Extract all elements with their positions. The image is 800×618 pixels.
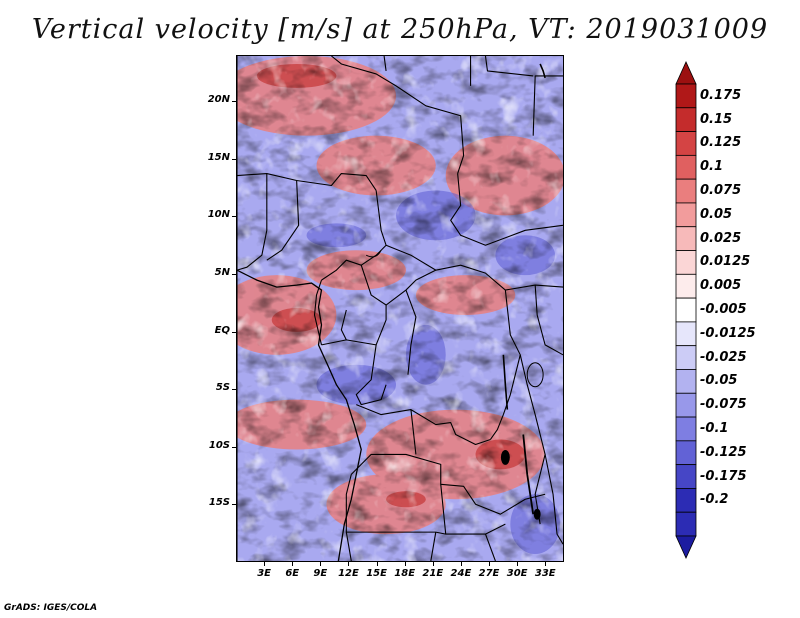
noise-texture-white xyxy=(237,56,563,561)
lon-label: 12E xyxy=(338,568,359,579)
colorbar-box xyxy=(675,107,697,132)
velocity-field xyxy=(237,56,563,561)
lat-tick xyxy=(232,101,236,103)
lat-label: 10N xyxy=(207,209,230,221)
colorbar-label: -0.025 xyxy=(700,349,747,365)
lat-label: 20N xyxy=(207,94,230,106)
country-borders xyxy=(237,56,563,561)
colorbar-label: 0.05 xyxy=(700,206,733,222)
lat-tick xyxy=(232,273,236,275)
lon-tick xyxy=(432,562,434,566)
lat-label: 5S xyxy=(215,382,230,394)
lon-label: 6E xyxy=(285,568,300,579)
lon-tick xyxy=(404,562,406,566)
coastline xyxy=(237,269,362,561)
lat-label: 15S xyxy=(208,497,230,509)
colorbar-box xyxy=(675,369,697,394)
lat-tick xyxy=(232,389,236,391)
lon-tick xyxy=(376,562,378,566)
grads-credit: GrADS: IGES/COLA xyxy=(4,603,98,613)
lat-tick xyxy=(232,216,236,218)
colorbar-box xyxy=(675,250,697,275)
colorbar-label: -0.2 xyxy=(700,492,729,508)
colorbar-label: 0.125 xyxy=(700,135,742,151)
colorbar-box xyxy=(675,440,697,466)
colorbar-box xyxy=(675,488,697,513)
lon-tick xyxy=(545,562,547,566)
lat-label: 10S xyxy=(208,439,230,451)
lat-tick xyxy=(232,331,236,333)
colorbar-label: -0.005 xyxy=(700,302,747,317)
lon-label: 33E xyxy=(534,568,556,579)
colorbar-label: 0.15 xyxy=(700,111,733,127)
colorbar-min-arrow xyxy=(675,535,697,559)
lon-label: 9E xyxy=(313,568,328,579)
map-panel xyxy=(236,55,564,562)
lon-tick xyxy=(348,562,350,566)
colorbar-label: 0.005 xyxy=(700,278,742,294)
lon-label: 30E xyxy=(506,568,528,579)
colorbar-box xyxy=(675,226,697,251)
colorbar-label: 0.025 xyxy=(700,230,742,246)
lon-label: 24E xyxy=(450,568,472,579)
colorbar-box xyxy=(675,416,697,442)
lat-tick xyxy=(232,504,236,506)
colorbar-label: 0.175 xyxy=(700,87,742,103)
lon-label: 3E xyxy=(257,568,271,579)
colorbar-label: -0.1 xyxy=(700,420,729,436)
colorbar-box xyxy=(675,154,697,180)
lat-tick xyxy=(232,446,236,448)
lat-tick xyxy=(232,158,236,160)
colorbar-box xyxy=(675,202,697,228)
lon-tick xyxy=(517,562,519,566)
colorbar-box xyxy=(675,131,697,156)
colorbar-label: -0.175 xyxy=(700,468,747,484)
lon-tick xyxy=(264,562,266,566)
colorbar-label: -0.05 xyxy=(700,373,738,389)
lakes xyxy=(365,63,546,520)
lon-label: 18E xyxy=(394,568,416,579)
colorbar-label: -0.0125 xyxy=(700,325,756,341)
colorbar-label: 0.075 xyxy=(700,183,742,199)
lon-label: 15E xyxy=(366,568,387,579)
lon-tick xyxy=(489,562,491,566)
lat-label: 5N xyxy=(214,266,230,278)
lat-label: 15N xyxy=(207,151,230,163)
colorbar-box xyxy=(675,297,697,323)
chart-title: Vertical velocity [m/s] at 250hPa, VT: 2… xyxy=(31,14,769,45)
colorbar-box xyxy=(675,321,697,347)
colorbar-box xyxy=(675,392,697,418)
colorbar-max-arrow xyxy=(675,61,697,85)
colorbar xyxy=(675,61,697,559)
lon-label: 27E xyxy=(478,568,500,579)
lon-label: 21E xyxy=(422,568,444,579)
colorbar-label: 0.1 xyxy=(700,159,724,175)
colorbar-box xyxy=(675,345,697,370)
lon-tick xyxy=(320,562,322,566)
colorbar-box xyxy=(675,83,697,109)
colorbar-box xyxy=(675,464,697,489)
colorbar-box xyxy=(675,511,697,537)
lon-tick xyxy=(292,562,294,566)
colorbar-box xyxy=(675,178,697,204)
colorbar-label: -0.125 xyxy=(700,444,747,460)
lon-tick xyxy=(460,562,462,566)
colorbar-label: 0.0125 xyxy=(700,254,751,270)
colorbar-label: -0.075 xyxy=(700,397,747,413)
colorbar-box xyxy=(675,273,697,299)
lat-label: EQ xyxy=(214,324,230,336)
